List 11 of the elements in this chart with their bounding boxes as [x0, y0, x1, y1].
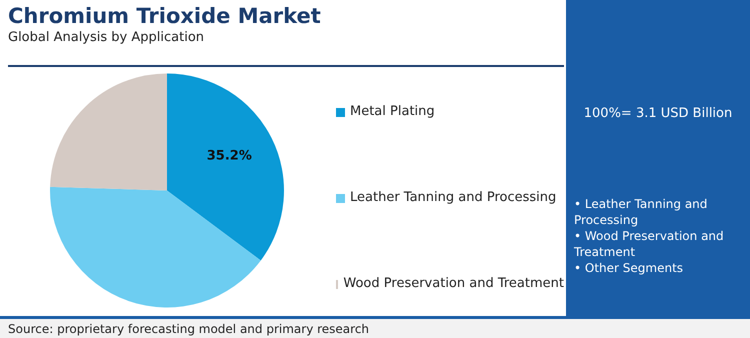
- text: • Other Segments: [574, 260, 684, 276]
- chart-subtitle: Global Analysis by Application: [8, 30, 204, 45]
- legend-label: Wood Preservation and Treatment: [343, 276, 564, 291]
- text: 100%= 3.1 USD Billion: [582, 106, 734, 121]
- text: • Wood Preservation and Treatment: [574, 228, 725, 260]
- source-note: Source: proprietary forecasting model and primary research: [8, 322, 370, 336]
- chart-title: Chromium Trioxide Market: [8, 4, 321, 28]
- legend-label: Leather Tanning and Processing: [350, 190, 556, 205]
- legend-label: Metal Plating: [350, 104, 435, 119]
- data-label: 35.2%: [206, 148, 252, 164]
- text: • Leather Tanning and Processing: [574, 196, 708, 228]
